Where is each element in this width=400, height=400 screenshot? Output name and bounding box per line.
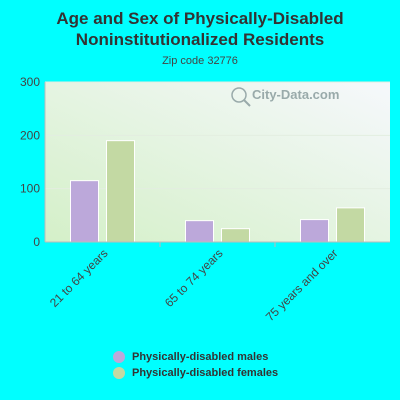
legend-item-males: Physically-disabled males: [113, 349, 278, 365]
x-tick-label: 65 to 74 years: [162, 246, 226, 310]
magnifier-handle: [243, 99, 251, 107]
x-tick-label: 21 to 64 years: [47, 246, 111, 310]
watermark: City-Data.com: [231, 87, 339, 107]
x-tick-label: 75 years and over: [263, 246, 341, 324]
y-tick-label: 300: [20, 75, 40, 89]
bar-females: [106, 140, 135, 243]
legend-swatch-males: [113, 351, 125, 363]
legend-item-females: Physically-disabled females: [113, 365, 278, 381]
bar-males: [70, 180, 99, 243]
y-tick-label: 100: [20, 182, 40, 196]
bar-females: [336, 207, 365, 243]
legend-swatch-females: [113, 367, 125, 379]
legend-label-males: Physically-disabled males: [132, 351, 269, 363]
y-tick-label: 200: [20, 128, 40, 142]
watermark-text: City-Data.com: [252, 87, 339, 102]
y-tick-label: 0: [33, 235, 40, 249]
bar-males: [185, 220, 214, 243]
legend-label-females: Physically-disabled females: [132, 367, 279, 379]
magnifier-icon: [231, 87, 247, 103]
bar-males: [300, 219, 329, 243]
chart-subtitle: Zip code 32776: [162, 55, 238, 67]
bar-females: [221, 228, 250, 243]
legend: Physically-disabled males Physically-dis…: [113, 349, 278, 381]
chart-title: Age and Sex of Physically-Disabled Nonin…: [56, 9, 344, 49]
plot-area: [45, 82, 390, 242]
